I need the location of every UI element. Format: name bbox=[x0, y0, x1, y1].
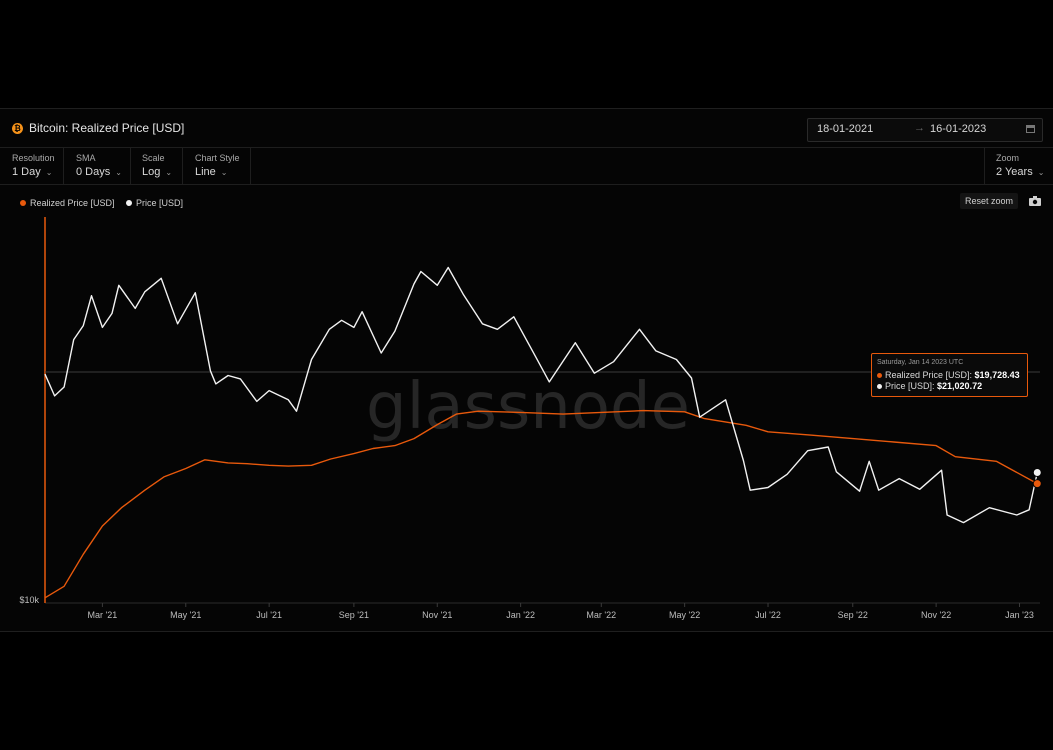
x-tick-label: Mar '21 bbox=[88, 610, 118, 620]
chart-header: ₿ Bitcoin: Realized Price [USD] 18-01-20… bbox=[0, 109, 1053, 148]
page-title: Bitcoin: Realized Price [USD] bbox=[29, 121, 185, 135]
zoom-label: Zoom bbox=[996, 153, 1020, 163]
scale-dropdown[interactable]: Scale Log ⌄ bbox=[135, 147, 183, 184]
legend-item-price[interactable]: Price [USD] bbox=[126, 198, 183, 208]
chevron-down-icon: ⌄ bbox=[220, 168, 228, 177]
bitcoin-icon: ₿ bbox=[12, 123, 23, 134]
realized-price-marker bbox=[1032, 479, 1042, 489]
chevron-down-icon: ⌄ bbox=[45, 168, 53, 177]
price-marker bbox=[1032, 467, 1042, 477]
x-tick-label: Nov '22 bbox=[921, 610, 951, 620]
resolution-label: Resolution bbox=[12, 153, 55, 163]
tooltip-price-value: $21,020.72 bbox=[937, 381, 983, 391]
sma-dropdown[interactable]: SMA 0 Days ⌄ bbox=[69, 147, 131, 184]
price-legend-dot bbox=[126, 200, 132, 206]
chart-style-value: Line bbox=[195, 166, 216, 178]
arrow-right-icon: → bbox=[914, 122, 925, 134]
zoom-dropdown[interactable]: Zoom 2 Years ⌄ bbox=[984, 147, 1053, 184]
x-tick-label: Jul '21 bbox=[256, 610, 282, 620]
price-dot bbox=[877, 384, 882, 389]
x-tick-label: May '22 bbox=[669, 610, 700, 620]
x-tick-label: Nov '21 bbox=[422, 610, 452, 620]
reset-zoom-button[interactable]: Reset zoom bbox=[960, 193, 1018, 209]
x-tick-label: Jan '22 bbox=[506, 610, 535, 620]
price-line[interactable] bbox=[44, 266, 1041, 524]
date-from-input[interactable]: 18-01-2021 bbox=[817, 123, 874, 135]
legend-label: Price [USD] bbox=[136, 198, 184, 208]
legend-label: Realized Price [USD] bbox=[30, 198, 115, 208]
x-tick-label: Jul '22 bbox=[755, 610, 781, 620]
sma-label: SMA bbox=[76, 153, 96, 163]
chevron-down-icon: ⌄ bbox=[115, 168, 122, 177]
chevron-down-icon: ⌄ bbox=[1037, 168, 1045, 177]
chart-tooltip: Saturday, Jan 14 2023 UTC Realized Price… bbox=[871, 353, 1028, 397]
x-tick-label: May '21 bbox=[170, 610, 201, 620]
resolution-dropdown[interactable]: Resolution 1 Day ⌄ bbox=[5, 147, 64, 184]
chevron-down-icon: ⌄ bbox=[165, 168, 173, 177]
tooltip-price-label: Price [USD]: bbox=[885, 381, 935, 391]
scale-value: Log bbox=[142, 166, 161, 178]
chart-toolbar: Resolution 1 Day ⌄ SMA 0 Days ⌄ Scale Log ⌄… bbox=[0, 147, 1053, 185]
date-range-picker[interactable]: 18-01-2021 → 16-01-2023 bbox=[807, 118, 1043, 142]
tooltip-realized-label: Realized Price [USD]: bbox=[885, 370, 973, 380]
x-tick-label: Sep '21 bbox=[339, 610, 369, 620]
tooltip-date: Saturday, Jan 14 2023 UTC bbox=[877, 359, 964, 366]
tooltip-realized-value: $19,728.43 bbox=[974, 370, 1020, 380]
legend-item-realized-price[interactable]: Realized Price [USD] bbox=[20, 198, 115, 208]
realized-price-dot bbox=[877, 373, 882, 378]
x-tick-label: Sep '22 bbox=[838, 610, 868, 620]
watermark-logo: glassnode bbox=[366, 370, 690, 444]
scale-label: Scale bbox=[142, 153, 165, 163]
camera-icon[interactable] bbox=[1029, 196, 1041, 206]
calendar-icon[interactable] bbox=[1026, 125, 1035, 133]
realized-price-line[interactable] bbox=[44, 409, 1038, 599]
chart-style-label: Chart Style bbox=[195, 153, 240, 163]
x-tick-label: Jan '23 bbox=[1005, 610, 1034, 620]
realized-price-legend-dot bbox=[20, 200, 26, 206]
resolution-value: 1 Day bbox=[12, 166, 41, 178]
zoom-value: 2 Years bbox=[996, 166, 1033, 178]
sma-value: 0 Days bbox=[76, 166, 111, 178]
chart-style-dropdown[interactable]: Chart Style Line ⌄ bbox=[188, 147, 251, 184]
date-to-input[interactable]: 16-01-2023 bbox=[930, 123, 987, 135]
y-tick-label: $10k bbox=[19, 595, 39, 605]
x-tick-label: Mar '22 bbox=[586, 610, 616, 620]
